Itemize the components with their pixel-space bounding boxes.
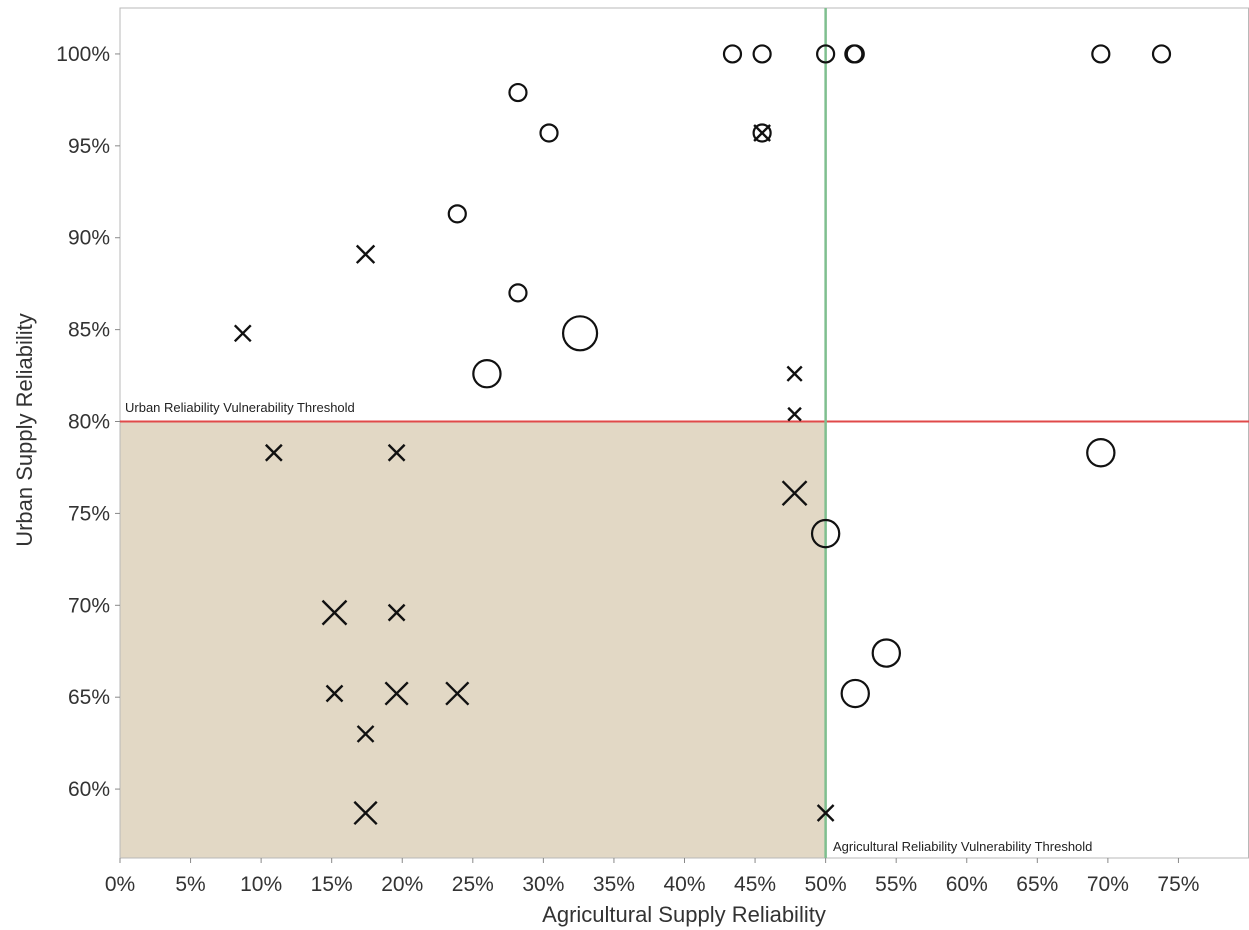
circle-marker [561,315,599,352]
x-marker [353,800,378,826]
x-marker-stroke [356,725,375,743]
x-tick-label: 65% [1016,873,1058,896]
y-tick-label: 100% [56,43,110,66]
x-marker [387,603,406,622]
x-tick-label: 0% [105,873,135,896]
x-tick-label: 70% [1087,873,1129,896]
circle-marker [1151,44,1172,64]
x-axis: 0% 5% 10% 15% 20% 25% 30% 35% 40% 45% 50% 55% 60% 65%… [105,858,1199,896]
x-marker-stroke [353,800,378,826]
circle-marker [508,283,528,303]
x-marker [356,725,375,743]
circle-marker [472,359,502,389]
x-marker [445,681,470,706]
x-marker-stroke [787,406,802,422]
x-marker [781,480,808,507]
x-marker [355,244,376,264]
x-tick-label: 15% [311,873,353,896]
urban-threshold-label: Urban Reliability Vulnerability Threshol… [125,400,355,415]
x-marker [387,443,406,462]
x-marker-stroke [321,599,348,626]
x-marker-stroke [445,681,470,706]
y-axis: 60% 65% 70% 75% 80% 85% 90% 95% 100% [56,43,120,801]
circle-marker [816,44,836,64]
x-marker-stroke [816,804,835,822]
x-marker-stroke [387,443,406,462]
y-tick-label: 80% [68,411,110,434]
circle-marker [752,123,772,143]
y-tick-label: 90% [68,227,110,250]
y-tick-label: 60% [68,778,110,801]
x-marker [321,599,348,626]
x-tick-label: 25% [452,873,494,896]
y-axis-title: Urban Supply Reliability [12,313,37,547]
x-tick-label: 30% [522,873,564,896]
x-marker-stroke [786,365,803,382]
x-tick-label: 55% [875,873,917,896]
x-tick-label: 45% [734,873,776,896]
x-tick-label: 75% [1157,873,1199,896]
x-marker-stroke [753,124,771,142]
y-tick-label: 70% [68,594,110,617]
circle-marker [810,518,841,549]
x-tick-label: 40% [663,873,705,896]
circle-marker [722,44,743,64]
circle-marker [752,44,772,64]
x-marker [264,443,283,462]
x-marker-stroke [355,244,376,264]
x-marker [325,684,344,703]
y-tick-label: 75% [68,502,110,525]
circle-marker [845,44,865,64]
circle-marker [447,204,467,224]
x-marker-stroke [384,681,409,706]
x-marker-stroke [387,603,406,622]
circle-marker [1086,438,1116,468]
x-marker [233,324,252,343]
vulnerable-region [120,421,826,858]
x-marker [384,681,409,706]
x-axis-title: Agricultural Supply Reliability [542,902,826,927]
y-tick-label: 65% [68,686,110,709]
x-marker-stroke [325,684,344,703]
x-tick-label: 20% [381,873,423,896]
x-marker-stroke [233,324,252,343]
circle-marker [539,123,559,143]
agricultural-threshold-label: Agricultural Reliability Vulnerability T… [833,839,1092,854]
x-tick-label: 60% [946,873,988,896]
x-marker-stroke [264,443,283,462]
y-tick-label: 95% [68,135,110,158]
x-tick-label: 35% [593,873,635,896]
circle-marker [508,82,528,103]
x-marker-stroke [781,480,808,507]
x-marker [786,365,803,382]
x-marker [787,406,802,422]
plot-area [119,7,1249,859]
x-marker [753,124,771,142]
circle-marker [840,678,870,709]
circle-marker [1091,44,1111,64]
x-marker [816,804,835,822]
x-tick-label: 5% [175,873,205,896]
y-tick-label: 85% [68,319,110,342]
circle-marker [871,638,902,668]
x-tick-label: 50% [805,873,847,896]
x-tick-label: 10% [240,873,282,896]
